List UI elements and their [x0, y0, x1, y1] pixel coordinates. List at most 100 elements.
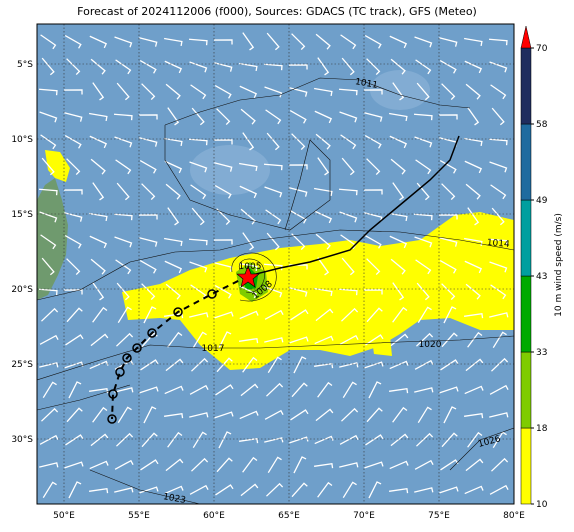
wind-barb [191, 107, 205, 126]
wind-barb [441, 332, 458, 348]
wind-barb [92, 182, 105, 201]
lon-label: 70°E [353, 511, 375, 521]
wind-barb [64, 212, 83, 222]
wind-barb [41, 157, 55, 176]
wind-barb [213, 239, 233, 245]
wind-barb [267, 356, 282, 374]
wind-barb [490, 84, 507, 100]
wind-barb [315, 133, 331, 150]
wind-barb [40, 234, 57, 250]
lat-label: 30°S [11, 435, 33, 445]
colorbar: 10 18 33 43 49 58 70 [520, 25, 548, 510]
wind-barb [366, 58, 381, 75]
wind-barb [338, 188, 358, 196]
wind-barb [317, 157, 330, 176]
isobar [164, 125, 331, 231]
wind-barb [317, 381, 333, 398]
wind-barb [239, 185, 258, 199]
wind-barb [438, 114, 458, 120]
wind-barb [64, 461, 84, 469]
wind-barb [239, 337, 259, 344]
wind-barb [191, 357, 209, 372]
wind-barb [164, 37, 183, 47]
track-points [107, 289, 217, 424]
wind-barb [488, 38, 508, 46]
wind-barb [63, 189, 83, 195]
wind-barb [89, 460, 109, 470]
wind-barb [364, 34, 382, 49]
wind-barb [165, 83, 181, 100]
wind-barb [164, 485, 184, 495]
wind-barb [264, 337, 284, 343]
colorbar-segment [520, 351, 532, 429]
wind-barb [266, 132, 280, 151]
wind-barb [68, 481, 82, 499]
wind-barb [141, 283, 156, 300]
wind-barb [138, 214, 158, 220]
wind-barb [441, 283, 456, 300]
wind-barb [389, 112, 408, 122]
wind-barb [392, 406, 408, 423]
wind-barb [464, 60, 483, 74]
wind-barb [290, 309, 309, 321]
isobar [449, 427, 514, 471]
wind-barb [364, 461, 384, 469]
wind-barb [116, 432, 134, 447]
wind-barb [416, 332, 434, 347]
wind-barb [489, 312, 509, 318]
wind-barb [214, 311, 234, 319]
wind-barb [165, 358, 184, 372]
wind-barb [315, 33, 331, 50]
wind-barb [114, 459, 134, 470]
lat-label: 25°S [11, 360, 33, 370]
wind-barb [339, 434, 359, 445]
wind-barb [368, 481, 382, 499]
wind-barb [414, 236, 433, 248]
wind-barb [92, 282, 105, 301]
wind-barb [465, 83, 481, 100]
colorbar-segment [520, 199, 532, 277]
wind-barb [389, 212, 408, 222]
wind-barb [488, 238, 508, 246]
wind-barb [165, 458, 184, 472]
wind-barb [139, 159, 157, 174]
wind-barb [315, 233, 331, 250]
wind-barb [64, 234, 82, 249]
wind-barb [467, 107, 480, 126]
wind-barb [114, 136, 133, 148]
wind-barb [242, 232, 255, 251]
wind-barb [213, 139, 233, 145]
wind-barb [266, 232, 280, 251]
wind-barb [68, 381, 82, 399]
colorbar-tick-label: 18 [536, 424, 548, 434]
wind-barb [189, 384, 209, 395]
lon-label: 80°E [503, 511, 525, 521]
wind-barb [289, 209, 307, 224]
wind-barb [338, 88, 358, 96]
wind-barb [392, 182, 405, 201]
wind-barb [190, 184, 207, 200]
wind-barb [138, 114, 158, 120]
wind-barb [216, 108, 231, 125]
wind-barb [392, 282, 405, 301]
wind-barb [114, 36, 133, 48]
isobar [164, 77, 471, 126]
wind-barb [439, 259, 457, 274]
colorbar-tick-label: 43 [536, 272, 547, 282]
wind-barb [467, 331, 483, 348]
lat-label: 20°S [11, 285, 33, 295]
land [37, 178, 68, 300]
wind-barb [414, 359, 434, 370]
wind-barb [192, 331, 207, 349]
wind-barb [489, 161, 508, 173]
wind-barb [341, 407, 359, 422]
wind-barb [291, 233, 306, 250]
wind-barb [90, 58, 106, 75]
wind-barb [38, 288, 58, 296]
wind-barb [188, 138, 208, 146]
wind-barb [141, 432, 158, 448]
wind-barb [92, 406, 108, 423]
wind-barb [465, 283, 481, 300]
